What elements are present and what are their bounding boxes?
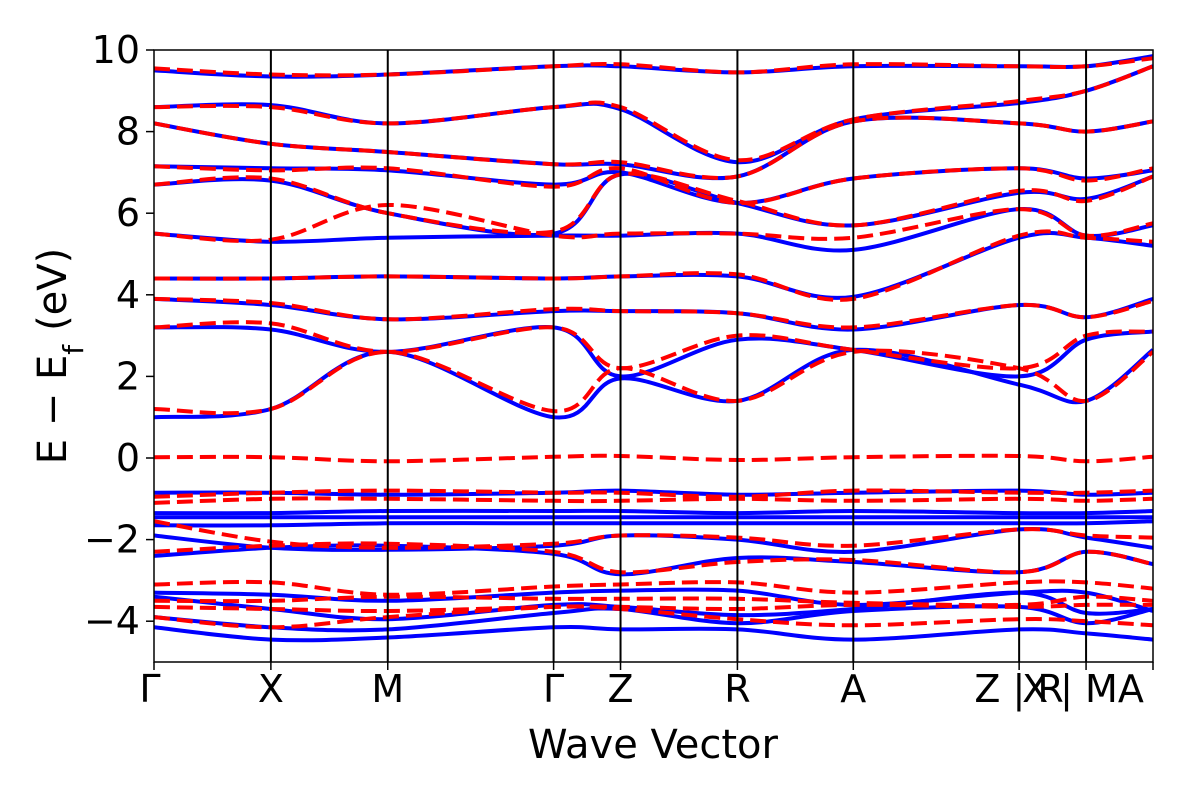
x-tick-label: Z | R bbox=[974, 667, 1063, 712]
band-line-red-1 bbox=[154, 602, 1153, 614]
band-line-blue-12 bbox=[154, 296, 1153, 332]
y-tick-label: 0 bbox=[116, 436, 140, 480]
band-line-blue-15 bbox=[154, 171, 1153, 237]
x-tick-label: X | MA bbox=[1022, 667, 1144, 712]
band-line-red-16 bbox=[154, 115, 1153, 180]
band-line-red-13 bbox=[154, 202, 1153, 244]
series-dashed-red bbox=[154, 56, 1153, 630]
x-tick-label: R bbox=[724, 667, 750, 711]
band-line-red-8 bbox=[154, 453, 1153, 464]
y-tick-label: 10 bbox=[92, 28, 140, 72]
y-axis-label-subscript: f bbox=[57, 344, 90, 355]
band-line-blue-0 bbox=[154, 624, 1153, 643]
y-tick-label: 6 bbox=[116, 191, 140, 235]
y-axis-label: E − Ef (eV) bbox=[30, 248, 90, 465]
series-solid-blue bbox=[154, 54, 1153, 643]
y-axis-label-main: E − E bbox=[30, 355, 76, 465]
band-line-red-12 bbox=[154, 229, 1153, 302]
band-line-red-3 bbox=[154, 579, 1153, 597]
band-line-red-17 bbox=[154, 64, 1153, 163]
band-line-red-11 bbox=[154, 296, 1153, 330]
band-line-blue-10 bbox=[154, 347, 1153, 420]
band-line-red-18 bbox=[154, 56, 1153, 78]
band-line-blue-8 bbox=[154, 508, 1153, 516]
x-tick-label: Γ bbox=[139, 667, 160, 711]
band-line-red-15 bbox=[154, 164, 1153, 206]
y-tick-label: 2 bbox=[116, 354, 140, 398]
band-line-red-10 bbox=[154, 320, 1153, 371]
y-tick-label: 4 bbox=[116, 273, 140, 317]
x-tick-label: Z bbox=[608, 667, 634, 711]
band-line-red-4 bbox=[154, 541, 1153, 575]
y-axis-label-unit: (eV) bbox=[30, 248, 76, 331]
kpoint-lines bbox=[269, 50, 1088, 662]
y-tick-label: −2 bbox=[84, 518, 140, 562]
plot-frame bbox=[153, 49, 1154, 663]
y-tick-label: −4 bbox=[84, 599, 140, 643]
y-axis: 10 8 6 4 2 0 −2 −4 bbox=[84, 28, 154, 643]
x-tick-label: Γ bbox=[543, 667, 564, 711]
x-tick-label: X bbox=[258, 667, 284, 711]
band-line-red-7 bbox=[154, 488, 1153, 499]
series-layer bbox=[154, 54, 1153, 643]
band-line-red-6 bbox=[154, 496, 1153, 505]
band-line-red-5 bbox=[154, 519, 1153, 550]
band-line-blue-6 bbox=[154, 519, 1153, 528]
band-line-red-9 bbox=[154, 348, 1153, 416]
band-line-blue-2 bbox=[154, 590, 1153, 622]
x-tick-label: M bbox=[371, 667, 404, 711]
x-tick-label: A bbox=[840, 667, 866, 711]
band-line-red-0 bbox=[154, 604, 1153, 630]
x-axis-label: Wave Vector bbox=[528, 722, 779, 768]
y-tick-label: 8 bbox=[116, 110, 140, 154]
band-line-blue-1 bbox=[154, 604, 1153, 633]
band-line-red-2 bbox=[154, 594, 1153, 608]
